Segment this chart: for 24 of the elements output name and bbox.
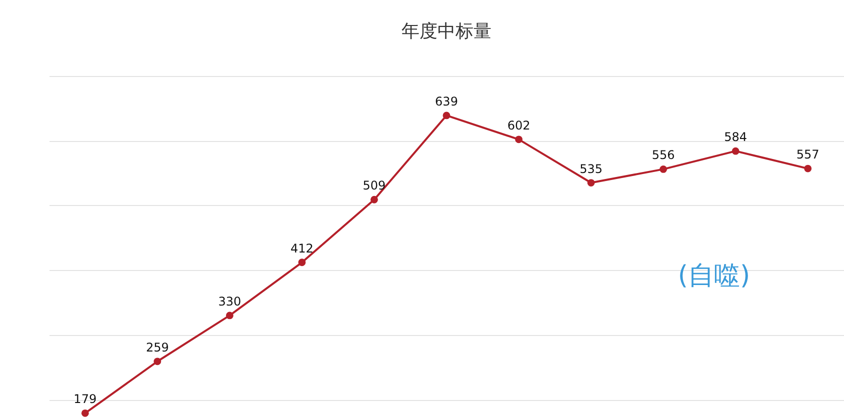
data-label: 509 (362, 178, 386, 193)
point (298, 258, 306, 266)
data-label: 602 (507, 118, 530, 132)
point (226, 312, 234, 320)
chart-title: 年度中标量 (402, 21, 492, 42)
point (587, 179, 595, 186)
point (154, 358, 162, 366)
data-label: 639 (435, 94, 458, 108)
data-label: 556 (652, 148, 675, 162)
point (732, 147, 740, 155)
point (442, 112, 450, 120)
data-label: 557 (796, 148, 820, 162)
point (804, 164, 812, 172)
data-label: 412 (290, 241, 314, 256)
annotation: (自噬) (678, 261, 750, 291)
data-label: 259 (146, 340, 169, 354)
point (660, 165, 668, 173)
data-label: 535 (580, 162, 602, 176)
data-label: 330 (218, 294, 242, 308)
point (370, 196, 378, 204)
data-label: 179 (74, 392, 97, 406)
data-label: 584 (724, 130, 748, 144)
point (515, 136, 522, 144)
point (81, 409, 89, 417)
